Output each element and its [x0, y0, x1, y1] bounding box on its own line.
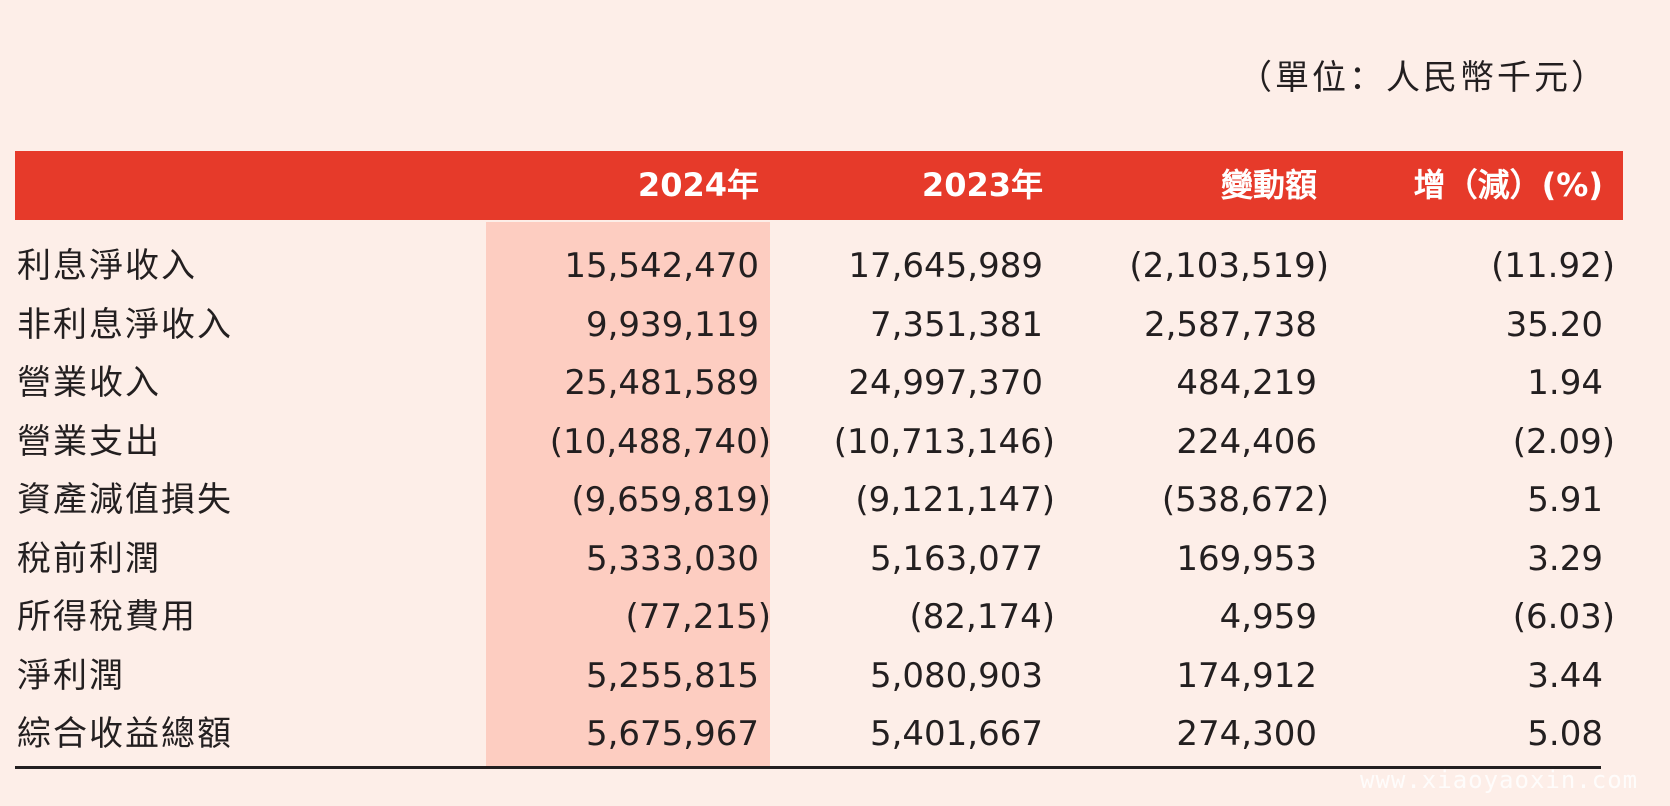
value-2023: (82,174) — [909, 597, 1056, 637]
value-2023: 5,080,903 — [869, 655, 1043, 696]
row-label: 稅前利潤 — [17, 538, 161, 579]
table-row: 綜合收益總額 5,675,967 5,401,667 274,300 5.08 — [15, 705, 1623, 763]
value-2024: (77,215) — [625, 597, 772, 637]
value-pct: (6.03) — [1512, 597, 1615, 637]
value-change: 169,953 — [1176, 538, 1317, 579]
value-change: 224,406 — [1176, 421, 1317, 462]
row-label: 淨利潤 — [17, 655, 125, 696]
value-change: (538,672) — [1161, 480, 1329, 520]
value-2023: 7,351,381 — [869, 304, 1043, 345]
value-change: 484,219 — [1176, 363, 1317, 403]
table-row: 淨利潤 5,255,815 5,080,903 174,912 3.44 — [15, 647, 1623, 705]
unit-note: （單位：人民幣千元） — [1238, 58, 1608, 98]
table-row: 稅前利潤 5,333,030 5,163,077 169,953 3.29 — [15, 530, 1623, 588]
value-pct: 5.91 — [1527, 480, 1603, 520]
value-2024: 5,675,967 — [585, 714, 759, 754]
value-2023: (10,713,146) — [833, 421, 1055, 462]
value-2024: 5,333,030 — [585, 538, 759, 579]
header-change: 變動額 — [1220, 166, 1317, 204]
row-label: 利息淨收入 — [17, 246, 197, 286]
value-change: 174,912 — [1176, 655, 1317, 696]
table-row: 營業收入 25,481,589 24,997,370 484,219 1.94 — [15, 354, 1623, 412]
value-2024: (10,488,740) — [549, 421, 771, 462]
table-row: 資產減值損失 (9,659,819) (9,121,147) (538,672) 5.9… — [15, 471, 1623, 529]
table-row: 非利息淨收入 9,939,119 7,351,381 2,587,738 35.20 — [15, 296, 1623, 354]
table-row: 利息淨收入 15,542,470 17,645,989 (2,103,519) (11.… — [15, 237, 1623, 295]
row-label: 綜合收益總額 — [17, 714, 233, 754]
header-pct: 增（減）(%) — [1413, 166, 1603, 204]
value-change: (2,103,519) — [1129, 246, 1329, 286]
value-2023: 24,997,370 — [848, 363, 1043, 403]
value-pct: 3.29 — [1527, 538, 1603, 579]
value-pct: 5.08 — [1527, 714, 1603, 754]
value-pct: 3.44 — [1527, 655, 1603, 696]
value-2023: (9,121,147) — [855, 480, 1055, 520]
row-label: 資產減值損失 — [17, 480, 233, 520]
table-header: 2024年 2023年 變動額 增（減）(%) — [15, 151, 1623, 220]
value-pct: 1.94 — [1527, 363, 1603, 403]
value-2024: (9,659,819) — [571, 480, 771, 520]
watermark: www.xiaoyaoxin.com — [1360, 766, 1639, 794]
value-2023: 5,401,667 — [869, 714, 1043, 754]
value-2024: 9,939,119 — [585, 304, 759, 345]
row-label: 營業收入 — [17, 363, 161, 403]
header-2023: 2023年 — [921, 166, 1043, 204]
row-label: 所得稅費用 — [17, 597, 197, 637]
row-label: 非利息淨收入 — [17, 304, 233, 345]
table-bottom-rule — [15, 766, 1601, 769]
value-2024: 25,481,589 — [564, 363, 759, 403]
value-pct: 35.20 — [1505, 304, 1603, 345]
value-2024: 5,255,815 — [585, 655, 759, 696]
table-row: 所得稅費用 (77,215) (82,174) 4,959 (6.03) — [15, 588, 1623, 646]
value-change: 2,587,738 — [1143, 304, 1317, 345]
value-2024: 15,542,470 — [564, 246, 759, 286]
table-row: 營業支出 (10,488,740) (10,713,146) 224,406 (2.09… — [15, 413, 1623, 471]
highlight-column-2024 — [486, 222, 770, 767]
value-pct: (11.92) — [1491, 246, 1615, 286]
row-label: 營業支出 — [17, 421, 161, 462]
value-2023: 5,163,077 — [869, 538, 1043, 579]
value-change: 274,300 — [1176, 714, 1317, 754]
header-2024: 2024年 — [637, 166, 759, 204]
value-pct: (2.09) — [1512, 421, 1615, 462]
value-2023: 17,645,989 — [848, 246, 1043, 286]
value-change: 4,959 — [1219, 597, 1317, 637]
